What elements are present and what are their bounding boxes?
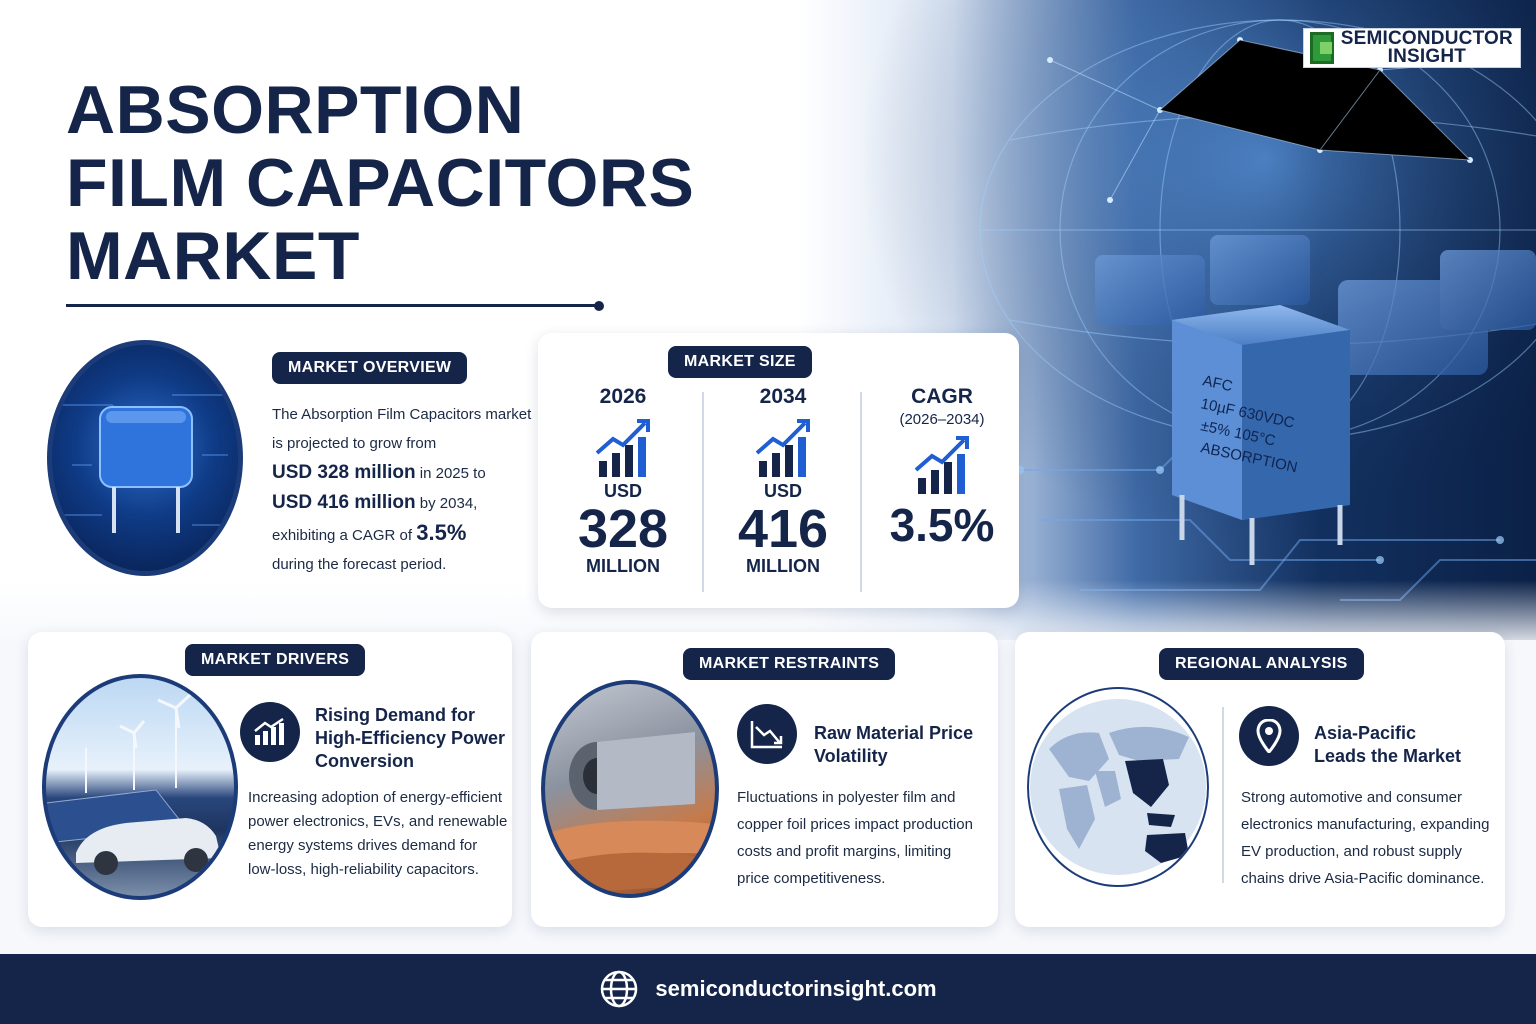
logo-text: SEMICONDUCTOR INSIGHT [1340,28,1513,67]
overview-line-5: exhibiting a CAGR of 3.5% [272,518,532,550]
globe-icon [601,970,638,1008]
drivers-image [42,674,238,900]
restraints-body-line: price competitiveness. [737,870,886,887]
overview-from-value: USD 328 million [272,462,416,483]
market-restraints-card: MARKET RESTRAINTS Raw Material Price Vol… [531,632,998,927]
title-divider-dot [594,301,604,311]
regional-body-line: electronics manufacturing, expanding [1241,816,1490,833]
rising-bars-icon [240,702,300,762]
declining-chart-icon [737,704,797,764]
restraints-body-line: costs and profit margins, limiting [737,843,952,860]
cagr-value: 3.5% [889,499,995,551]
regional-body-line: EV production, and robust supply [1241,843,1462,860]
footer: semiconductorinsight.com [0,954,1536,1024]
regional-body: Strong automotive and consumer electroni… [1241,784,1489,892]
overview-from-suffix: in 2025 to [415,465,486,482]
overview-cagr-prefix: exhibiting a CAGR of [272,527,417,544]
restraints-body-line: Fluctuations in polyester film and [737,789,956,806]
brand-logo[interactable]: SEMICONDUCTOR INSIGHT [1303,28,1521,68]
restraints-body: Fluctuations in polyester film and coppe… [737,784,973,892]
drivers-heading-line-2: High-Efficiency Power [315,728,506,748]
cagr-range: (2026–2034) [899,411,985,428]
value-2026: 328 [577,499,669,559]
market-size-2026-column: 2026 USD 328 MILLION [543,385,703,577]
overview-line-3: USD 328 million in 2025 to [272,458,532,488]
drivers-body-line: energy systems drives demand for [248,837,478,854]
overview-line-1: The Absorption Film Capacitors market [272,406,532,423]
title-line-2: FILM CAPACITORS [66,145,695,221]
regional-map-image [1027,687,1209,887]
restraints-image [541,680,719,898]
overview-line-4: USD 416 million by 2034, [272,488,532,518]
restraints-heading-line-2: Volatility [814,746,888,766]
column-divider [702,392,704,592]
footer-url-link[interactable]: semiconductorinsight.com [655,976,937,1001]
drivers-body-line: power electronics, EVs, and renewable [248,813,508,830]
unit-2026: MILLION [586,556,660,576]
year-2034: 2034 [759,385,807,408]
cap-label-line1: AFC [1201,372,1234,395]
regional-body-line: Strong automotive and consumer [1241,789,1462,806]
regional-analysis-pill: REGIONAL ANALYSIS [1159,648,1364,680]
overview-cagr-value: 3.5% [416,520,467,545]
drivers-body: Increasing adoption of energy-efficient … [248,786,507,882]
usd-label-2034: USD [763,481,802,501]
restraints-heading-line-1: Raw Material Price [814,723,974,743]
chip-icon [1310,32,1334,64]
regional-divider [1222,707,1224,883]
market-drivers-card: MARKET DRIVERS Rising Demand for High-Ef… [28,632,512,927]
year-2026: 2026 [599,385,647,408]
market-size-cagr-column: CAGR (2026–2034) 3.5% [862,385,1022,552]
regional-heading-line-1: Asia-Pacific [1314,723,1417,743]
cagr-label: CAGR [911,385,973,408]
market-restraints-pill: MARKET RESTRAINTS [683,648,896,680]
title-divider [66,304,598,307]
regional-body-line: chains drive Asia-Pacific dominance. [1241,870,1485,887]
growth-chart-icon [595,419,650,477]
overview-to-value: USD 416 million [272,492,416,513]
regional-analysis-card: REGIONAL ANALYSIS Asia-Pacific Leads the… [1015,632,1505,927]
market-drivers-pill: MARKET DRIVERS [185,644,366,676]
overview-line-2: is projected to grow from [272,435,437,452]
market-overview-text: The Absorption Film Capacitors market is… [272,400,532,579]
usd-label-2026: USD [603,481,642,501]
drivers-body-line: Increasing adoption of energy-efficient [248,789,503,806]
location-pin-icon [1239,706,1299,766]
drivers-heading: Rising Demand for High-Efficiency Power … [315,704,505,773]
restraints-body-line: copper foil prices impact production [737,816,973,833]
value-2034: 416 [737,499,829,559]
drivers-heading-line-3: Conversion [315,751,415,771]
overview-image [47,340,243,576]
unit-2034: MILLION [746,556,820,576]
title-line-1: ABSORPTION [66,72,525,148]
market-size-pill: MARKET SIZE [668,346,812,378]
page-title: ABSORPTION FILM CAPACITORS MARKET [66,74,694,293]
drivers-heading-line-1: Rising Demand for [315,705,476,725]
overview-line-6: during the forecast period. [272,556,447,573]
restraints-heading: Raw Material Price Volatility [814,722,973,768]
growth-chart-icon [914,436,969,494]
regional-heading-line-2: Leads the Market [1314,746,1462,766]
drivers-body-line: low-loss, high-reliability capacitors. [248,861,479,878]
overview-to-suffix: by 2034, [415,495,478,512]
title-line-3: MARKET [66,218,360,294]
market-overview-pill: MARKET OVERVIEW [272,352,468,384]
market-size-2034-column: 2034 USD 416 MILLION [703,385,863,577]
column-divider [860,392,862,592]
growth-chart-icon [755,419,810,477]
regional-heading: Asia-Pacific Leads the Market [1314,722,1461,768]
